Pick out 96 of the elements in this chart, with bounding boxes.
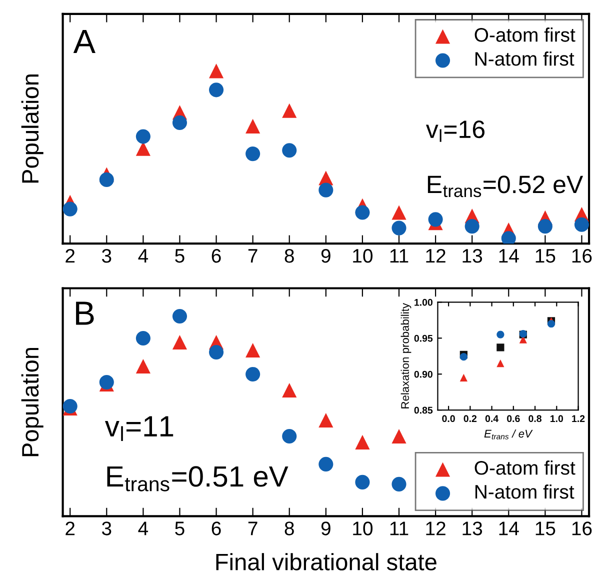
- x-tick-label: 1.0: [550, 415, 564, 422]
- point: [318, 182, 334, 198]
- x-tick-label: 11: [390, 249, 408, 263]
- point: [392, 220, 406, 236]
- x-tick-label: 6: [212, 248, 221, 263]
- point: [496, 344, 504, 352]
- point: [501, 231, 516, 244]
- point: [136, 358, 150, 374]
- point: [246, 342, 260, 358]
- x-tick-label: 14: [499, 522, 519, 536]
- point: [318, 412, 334, 428]
- annotation: v$_{l}$=16: [426, 120, 484, 142]
- x-tick-label: 12: [426, 522, 446, 536]
- y-axis-title: Relaxation probability: [400, 303, 412, 408]
- point: [172, 115, 188, 130]
- point: [574, 217, 590, 232]
- x-tick-label: 2: [66, 248, 75, 263]
- point: [318, 456, 334, 472]
- point: [496, 330, 504, 338]
- x-tick-label: 13: [462, 248, 482, 263]
- text: A: [73, 30, 96, 53]
- point: [428, 212, 443, 227]
- point: [136, 129, 150, 144]
- legend-label: O-atom first: [474, 460, 576, 475]
- x-tick-label: 0.2: [464, 415, 477, 422]
- x-tick-label: 10: [353, 522, 373, 536]
- x-tick-label: 12: [426, 248, 446, 263]
- legend-label: N-atom first: [475, 51, 574, 66]
- x-tick-label: 0.8: [528, 415, 542, 422]
- x-tick-label: 7: [248, 249, 258, 263]
- x-tick-label: 0.4: [485, 415, 498, 422]
- y-tick-label: 0.95: [414, 334, 433, 342]
- point: [172, 334, 188, 350]
- point: [460, 353, 468, 361]
- point: [282, 382, 297, 398]
- x-axis-title: E$_{trans}$ / eV: [484, 429, 533, 440]
- point: [538, 219, 552, 234]
- annotation: E$_{trans}$=0.51 eV: [107, 466, 288, 492]
- x-tick-label: 8: [284, 522, 294, 536]
- point: [355, 205, 370, 220]
- y-axis-title: Population: [21, 348, 44, 456]
- x-tick-label: 3: [102, 522, 112, 536]
- legend-label: N-atom first: [475, 484, 574, 499]
- x-tick-label: 9: [321, 248, 330, 263]
- point: [496, 360, 504, 368]
- y-tick-label: 1.00: [414, 298, 432, 306]
- x-tick-label: 14: [499, 249, 519, 263]
- point: [355, 474, 370, 490]
- x-tick-label: 3: [102, 248, 112, 263]
- point: [208, 82, 224, 98]
- x-tick-label: 16: [572, 522, 592, 536]
- point: [99, 172, 114, 187]
- point: [246, 118, 260, 134]
- annotation: B: [76, 302, 94, 325]
- x-tick-label: 5: [175, 249, 184, 263]
- x-tick-label: 0.0: [442, 415, 455, 422]
- x-tick-label: 15: [536, 522, 556, 536]
- x-tick-label: 6: [212, 522, 221, 536]
- x-tick-label: 5: [175, 522, 184, 536]
- x-tick-label: 16: [572, 248, 592, 263]
- point: [460, 374, 468, 382]
- point: [62, 202, 78, 216]
- x-tick-label: 9: [321, 522, 330, 536]
- point: [246, 366, 260, 382]
- point: [392, 428, 406, 444]
- point: [208, 344, 224, 360]
- point: [392, 205, 406, 220]
- point: [172, 308, 188, 324]
- x-tick-label: 10: [353, 248, 373, 263]
- x-tick-label: 13: [462, 522, 482, 536]
- x-tick-label: 2: [66, 522, 75, 536]
- point: [355, 434, 370, 450]
- x-tick-label: 15: [536, 249, 556, 263]
- y-tick-label: 0.85: [414, 406, 433, 414]
- legend-label: O-atom first: [474, 28, 576, 42]
- point: [392, 476, 406, 492]
- x-tick-label: 7: [248, 522, 258, 536]
- point: [282, 428, 297, 444]
- annotation: v$_{l}$=11: [104, 416, 174, 441]
- y-axis-title: Population: [21, 74, 44, 183]
- point: [282, 103, 297, 118]
- y-tick-label: 0.90: [414, 370, 432, 378]
- x-axis-title: Final vibrational state: [216, 553, 436, 570]
- x-tick-label: 11: [390, 522, 408, 536]
- point: [246, 146, 260, 162]
- x-tick-label: 1.2: [572, 415, 585, 422]
- x-tick-label: 4: [138, 522, 148, 536]
- point: [464, 219, 480, 234]
- x-tick-label: 4: [138, 249, 148, 263]
- annotation: E$_{trans}$=0.52 eV: [428, 176, 584, 198]
- point: [547, 320, 556, 328]
- x-tick-label: 8: [284, 248, 294, 263]
- point: [136, 330, 150, 346]
- x-tick-label: 0.6: [507, 415, 520, 422]
- point: [208, 64, 224, 78]
- point: [282, 143, 297, 158]
